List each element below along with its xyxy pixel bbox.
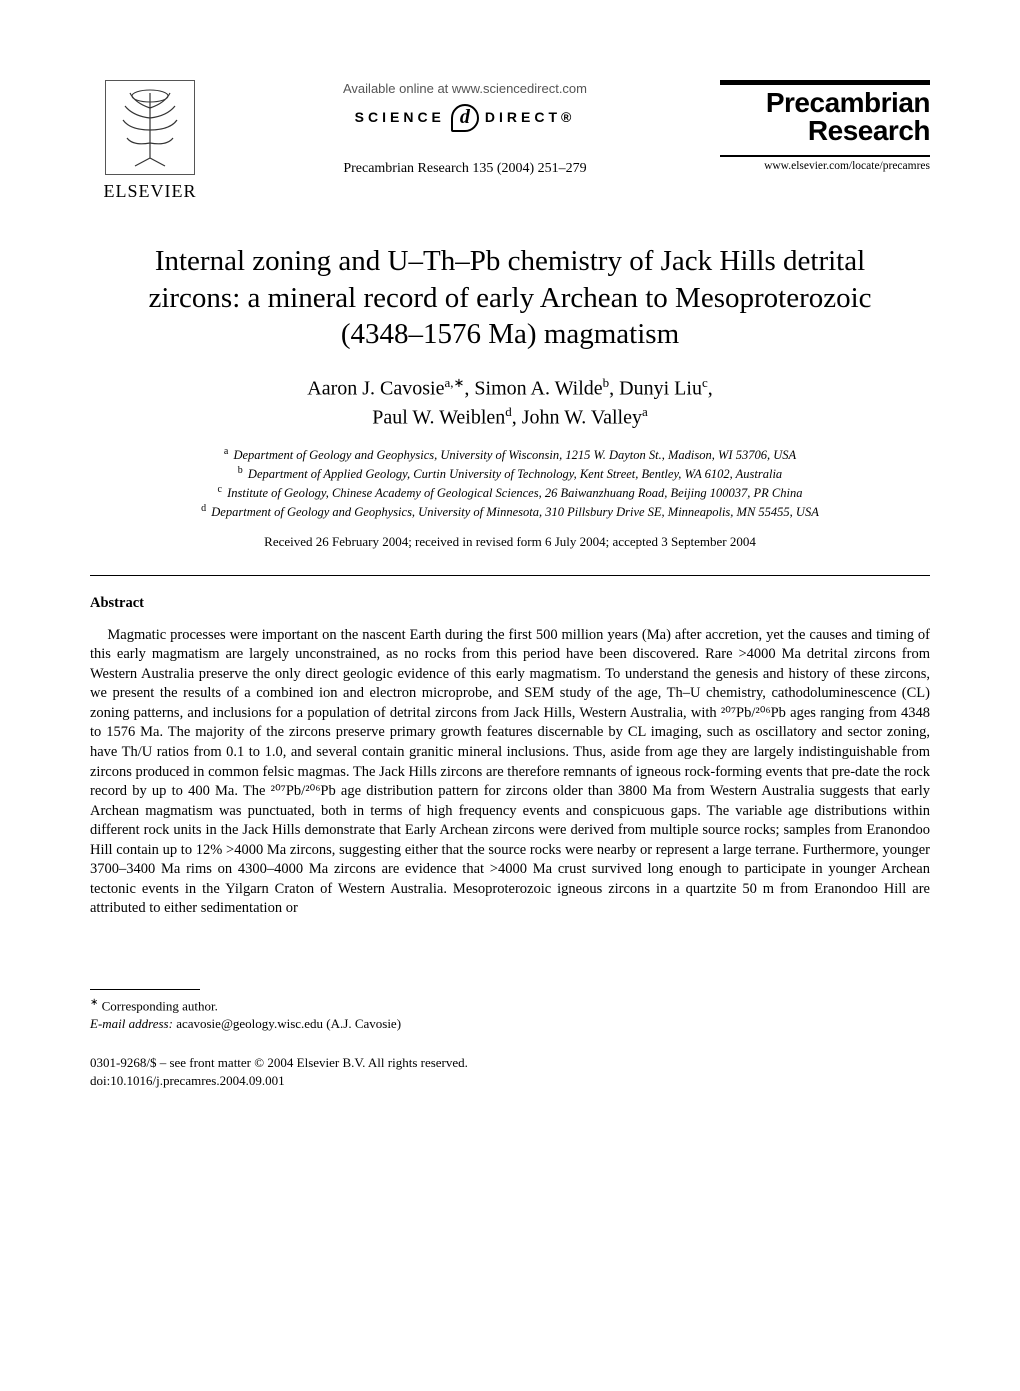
elsevier-tree-icon	[105, 80, 195, 175]
rule-thin	[720, 155, 930, 157]
journal-brand-block: Precambrian Research www.elsevier.com/lo…	[720, 80, 930, 175]
journal-url: www.elsevier.com/locate/precamres	[720, 159, 930, 175]
journal-reference: Precambrian Research 135 (2004) 251–279	[343, 160, 586, 179]
header: ELSEVIER Available online at www.science…	[90, 80, 930, 203]
rule-thick	[720, 80, 930, 85]
email-line: E-mail address: acavosie@geology.wisc.ed…	[90, 1015, 930, 1033]
doi-line: doi:10.1016/j.precamres.2004.09.001	[90, 1072, 930, 1090]
corresponding-author: ∗ Corresponding author.	[90, 996, 930, 1015]
received-dates: Received 26 February 2004; received in r…	[90, 533, 930, 551]
article-title: Internal zoning and U–Th–Pb chemistry of…	[130, 243, 890, 352]
sd-at-icon: d	[451, 104, 479, 132]
header-center: Available online at www.sciencedirect.co…	[210, 80, 720, 178]
abstract-heading: Abstract	[90, 594, 930, 614]
publisher-block: ELSEVIER	[90, 80, 210, 203]
journal-name: Precambrian Research	[720, 89, 930, 145]
divider	[90, 575, 930, 576]
available-online-text: Available online at www.sciencedirect.co…	[343, 80, 587, 98]
affiliations: a Department of Geology and Geophysics, …	[90, 445, 930, 521]
corr-text: Corresponding author.	[102, 998, 218, 1013]
corr-mark: ∗	[90, 997, 98, 1008]
abstract-body: Magmatic processes were important on the…	[90, 626, 930, 919]
sciencedirect-logo: SCIENCE d DIRECT®	[355, 104, 576, 132]
copyright-line: 0301-9268/$ – see front matter © 2004 El…	[90, 1054, 930, 1072]
publisher-name: ELSEVIER	[104, 179, 197, 203]
sd-word-direct: DIRECT®	[485, 108, 575, 127]
email-value: acavosie@geology.wisc.edu (A.J. Cavosie)	[176, 1016, 401, 1031]
footnote-rule	[90, 989, 200, 990]
email-label: E-mail address:	[90, 1016, 173, 1031]
sd-word-science: SCIENCE	[355, 108, 445, 127]
authors: Aaron J. Cavosiea,∗, Simon A. Wildeb, Du…	[90, 374, 930, 431]
